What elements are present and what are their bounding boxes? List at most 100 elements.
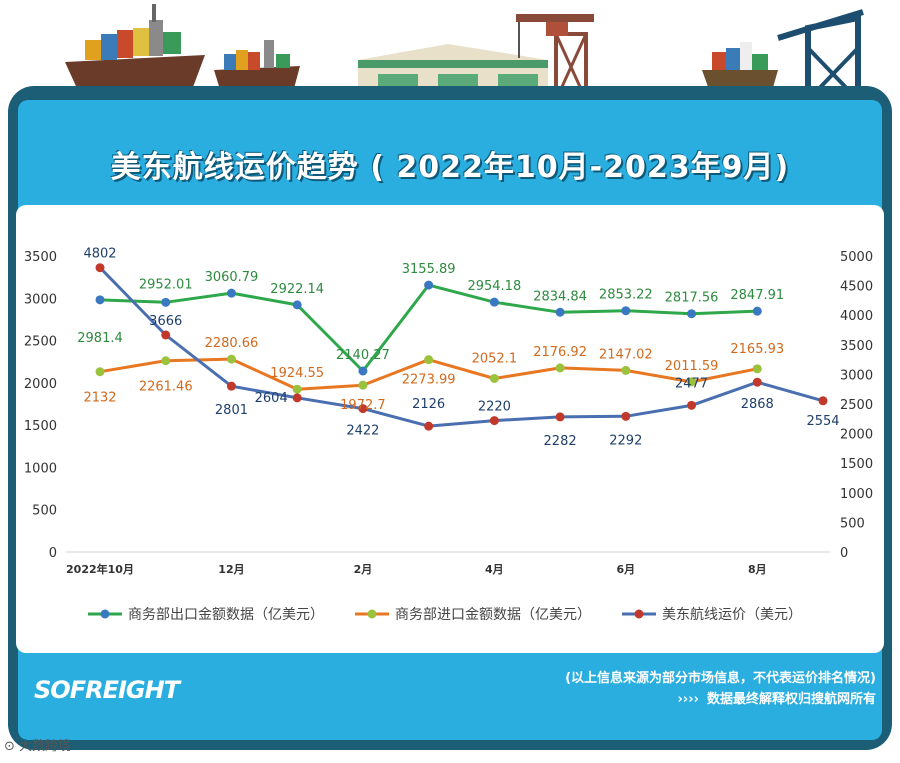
data-label-freight: 3666 bbox=[149, 314, 182, 329]
source-disclaimer: (以上信息来源为部分市场信息，不代表运价排名情况) bbox=[565, 671, 876, 686]
data-point-export bbox=[358, 366, 368, 376]
source-credit: ⊙ 大数跨境 bbox=[4, 739, 72, 754]
copyright-line: ›››› 数据最终解释权归搜航网所有 bbox=[565, 689, 876, 710]
data-point-import bbox=[424, 355, 434, 365]
y-left-tick-label: 3000 bbox=[24, 292, 57, 307]
data-label-import: 2147.02 bbox=[599, 347, 653, 362]
data-label-freight: 2477 bbox=[675, 376, 708, 391]
legend-marker-import bbox=[367, 609, 377, 619]
y-left-tick-label: 2000 bbox=[24, 377, 57, 392]
y-right-tick-label: 2000 bbox=[840, 428, 873, 443]
data-point-import bbox=[621, 365, 631, 375]
data-point-freight bbox=[292, 393, 302, 403]
data-label-import: 2280.66 bbox=[205, 336, 259, 351]
chart-series bbox=[95, 263, 828, 431]
legend-label-export: 商务部出口金额数据（亿美元） bbox=[128, 607, 324, 623]
arrows-glyph: ›››› bbox=[677, 692, 699, 707]
data-point-export bbox=[555, 307, 565, 317]
data-label-export: 2853.22 bbox=[599, 288, 653, 303]
copyright-text: 数据最终解释权归搜航网所有 bbox=[706, 692, 876, 707]
x-tick-label: 6月 bbox=[616, 563, 635, 576]
y-right-tick-label: 3500 bbox=[840, 339, 873, 354]
data-label-import: 2273.99 bbox=[402, 373, 456, 388]
data-point-export bbox=[95, 295, 105, 305]
x-tick-label: 8月 bbox=[748, 563, 767, 576]
data-label-export: 2954.18 bbox=[467, 279, 521, 294]
footnote: (以上信息来源为部分市场信息，不代表运价排名情况) ›››› 数据最终解释权归搜航… bbox=[565, 668, 876, 710]
data-label-export: 3155.89 bbox=[402, 262, 456, 277]
data-point-freight bbox=[95, 263, 105, 273]
y-right-tick-label: 500 bbox=[840, 516, 865, 531]
data-label-freight: 2282 bbox=[544, 434, 577, 449]
data-label-import: 2165.93 bbox=[730, 342, 784, 357]
data-point-freight bbox=[621, 411, 631, 421]
data-label-freight: 2126 bbox=[412, 397, 445, 412]
y-left-tick-label: 1500 bbox=[24, 419, 57, 434]
data-label-freight: 2554 bbox=[806, 414, 839, 429]
data-point-import bbox=[555, 363, 565, 373]
y-right-tick-label: 5000 bbox=[840, 250, 873, 265]
data-label-export: 2922.14 bbox=[270, 282, 324, 297]
data-point-export bbox=[687, 309, 697, 319]
x-tick-label: 2月 bbox=[354, 563, 373, 576]
legend-label-import: 商务部进口金额数据（亿美元） bbox=[395, 607, 591, 623]
data-point-import bbox=[226, 354, 236, 364]
y-left-tick-label: 1000 bbox=[24, 461, 57, 476]
legend-marker-export bbox=[100, 609, 110, 619]
data-point-import bbox=[687, 377, 697, 387]
page-title: 美东航线运价趋势 ( 2022年10月-2023年9月) bbox=[110, 150, 790, 185]
data-label-import: 1924.55 bbox=[270, 366, 324, 381]
cargo-ship-illustration bbox=[65, 4, 205, 95]
data-point-export bbox=[161, 297, 171, 307]
data-point-freight bbox=[752, 377, 762, 387]
data-point-import bbox=[489, 373, 499, 383]
y-right-tick-label: 1000 bbox=[840, 487, 873, 502]
data-point-export bbox=[292, 300, 302, 310]
data-point-freight bbox=[687, 400, 697, 410]
x-tick-label: 12月 bbox=[218, 563, 244, 576]
legend-marker-freight bbox=[634, 609, 644, 619]
data-label-export: 2140.27 bbox=[336, 348, 390, 363]
data-label-import: 2011.59 bbox=[665, 359, 719, 374]
data-point-freight bbox=[226, 381, 236, 391]
chart-axes: 0 500 1000 1500 2000 2500 3000 3500 0 500 1000 1500… bbox=[24, 250, 873, 576]
y-left-tick-label: 3500 bbox=[24, 250, 57, 265]
data-point-import bbox=[292, 384, 302, 394]
data-point-freight bbox=[555, 412, 565, 422]
data-label-import: 2261.46 bbox=[139, 380, 193, 395]
data-label-freight: 2604 bbox=[255, 391, 288, 406]
y-left-tick-label: 500 bbox=[32, 504, 57, 519]
data-point-export bbox=[424, 280, 434, 290]
y-right-tick-label: 4000 bbox=[840, 309, 873, 324]
data-point-export bbox=[226, 288, 236, 298]
y-left-tick-label: 2500 bbox=[24, 335, 57, 350]
data-point-export bbox=[489, 297, 499, 307]
data-label-freight: 2220 bbox=[478, 400, 511, 415]
data-label-export: 3060.79 bbox=[205, 270, 259, 285]
data-point-freight bbox=[818, 396, 828, 406]
data-label-freight: 2801 bbox=[215, 403, 248, 418]
data-point-freight bbox=[489, 416, 499, 426]
chart-data-labels: 2981.4 2952.01 3060.79 2922.14 2140.27 3155.8… bbox=[77, 247, 839, 449]
data-label-freight: 2422 bbox=[346, 424, 379, 439]
data-label-import: 1972.7 bbox=[340, 398, 386, 413]
data-point-freight bbox=[424, 421, 434, 431]
x-tick-label: 4月 bbox=[485, 563, 504, 576]
data-label-import: 2052.1 bbox=[472, 351, 518, 366]
data-label-import: 2132 bbox=[83, 391, 116, 406]
sofreight-logo: SOFREIGHT bbox=[34, 676, 180, 704]
y-right-tick-label: 1500 bbox=[840, 457, 873, 472]
chart-legend: 商务部出口金额数据（亿美元） 商务部进口金额数据（亿美元） 美东航线运价（美元） bbox=[88, 607, 802, 623]
data-point-import bbox=[358, 380, 368, 390]
data-point-export bbox=[621, 306, 631, 316]
data-label-export: 2834.84 bbox=[533, 289, 587, 304]
series-line-freight bbox=[98, 266, 824, 428]
chart-panel bbox=[16, 205, 884, 653]
data-label-export: 2817.56 bbox=[665, 291, 719, 306]
data-label-export: 2952.01 bbox=[139, 277, 193, 292]
data-point-export bbox=[752, 306, 762, 316]
data-point-freight bbox=[161, 330, 171, 340]
data-label-export: 2981.4 bbox=[77, 331, 123, 346]
data-label-freight: 4802 bbox=[83, 247, 116, 262]
